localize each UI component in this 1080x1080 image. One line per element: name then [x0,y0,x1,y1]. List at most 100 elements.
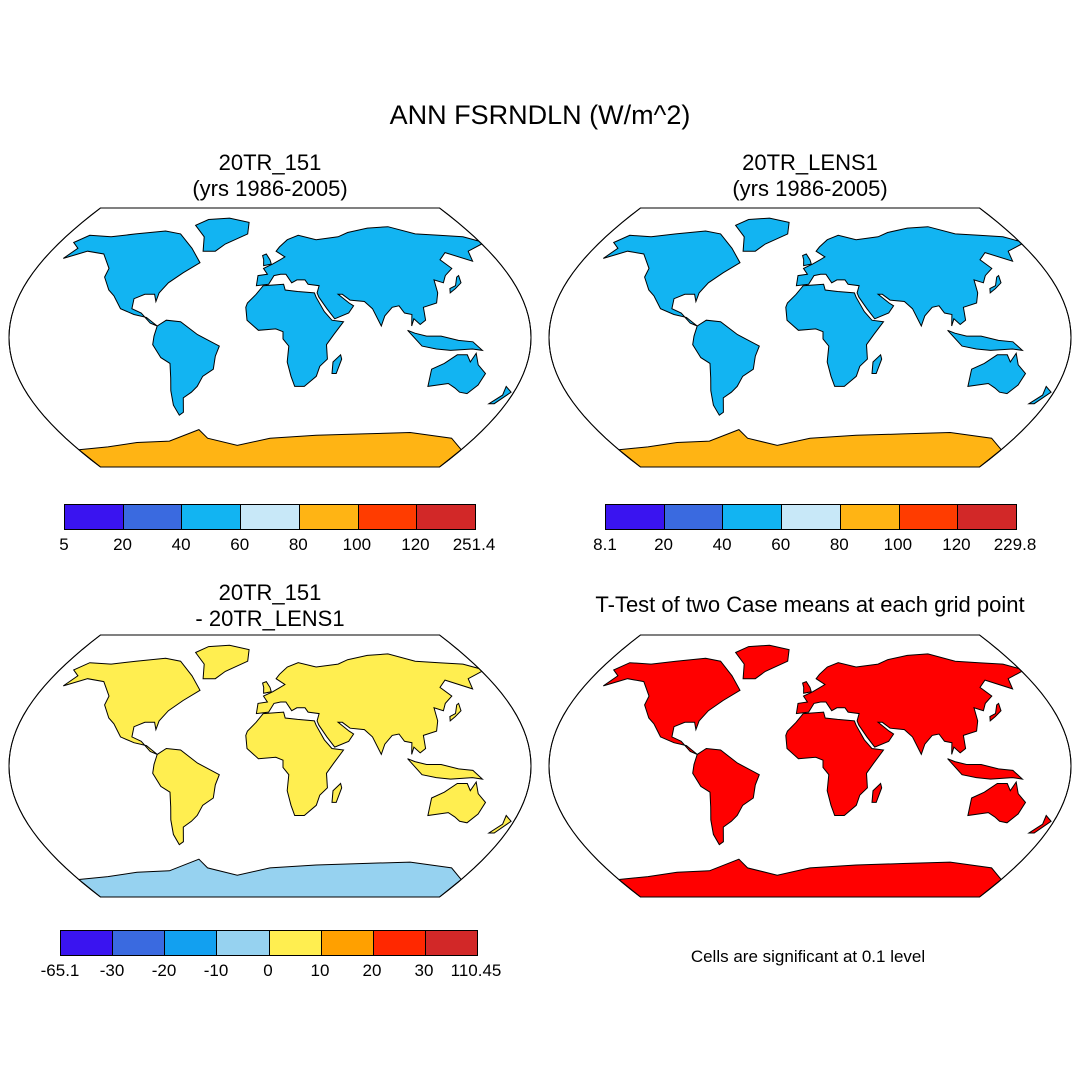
colorbar-label: 120 [942,535,971,554]
landmass-uk [802,680,812,694]
panel-title-case2: 20TR_LENS1 (yrs 1986-2005) [640,150,980,202]
map-frame [8,634,532,898]
colorbar-swatch [299,505,359,529]
colorbar-label: 60 [230,535,250,554]
landmass-indonesia [947,329,1024,352]
landmass-africa [245,283,345,387]
map-frame [548,634,1072,898]
landmass-japan [449,274,462,294]
colorbar-swatch [606,505,665,529]
colorbar-swatch [123,505,183,529]
landmass-greenland [734,217,790,252]
colorbar-swatch [65,505,124,529]
colorbar-case2 [605,504,1017,530]
colorbar-label: 8.1 [593,535,617,554]
colorbar-swatch [182,505,242,529]
colorbar-label: 40 [712,535,732,554]
map-ttest [548,634,1072,898]
landmass-uk [802,253,812,267]
colorbar-label: -10 [203,961,229,980]
colorbar-label: -30 [99,961,125,980]
landmass-australia [967,780,1027,824]
landmass-uk [262,680,272,694]
colorbar-swatch [664,505,724,529]
colorbar-label: 100 [342,535,372,554]
colorbar-swatch [373,931,426,955]
colorbar-swatch [723,505,783,529]
colorbar-swatch [840,505,900,529]
landmass-greenland [194,217,250,252]
colorbar-swatch [61,931,114,955]
colorbar-label: -20 [151,961,177,980]
landmass-madagascar [871,782,883,803]
landmass-southAmerica [152,319,220,416]
panel-title-case1: 20TR_151 (yrs 1986-2005) [100,150,440,202]
colorbar-label: 20 [362,961,382,980]
landmass-japan [449,702,462,722]
map-frame [8,207,532,468]
colorbar-swatch [899,505,959,529]
significance-note: Cells are significant at 0.1 level [690,947,926,966]
landmass-australia [427,780,487,824]
landmass-northAmerica [603,230,741,327]
colorbar-label: 20 [113,535,133,554]
landmass-japan [989,274,1002,294]
landmass-africa [785,711,885,816]
colorbar-swatch [417,505,476,529]
colorbar-label: 110.45 [450,961,502,980]
colorbar-label: 80 [829,535,849,554]
colorbar-swatch [321,931,374,955]
landmass-australia [427,351,487,395]
colorbar-label: 80 [288,535,308,554]
map-case2 [548,207,1072,468]
landmass-madagascar [331,353,343,374]
panel-title-case1-line2: (yrs 1986-2005) [192,176,348,201]
landmass-australia [967,351,1027,395]
colorbar-label: 30 [414,961,434,980]
landmass-newzealand [1027,385,1052,405]
landmass-eurasia [795,653,1023,756]
colorbar-swatch [217,931,270,955]
landmass-eurasia [255,226,483,328]
landmass-newzealand [487,814,512,834]
panel-title-case2-line1: 20TR_LENS1 [742,150,878,175]
landmass-japan [989,702,1002,722]
colorbar-swatch [269,931,322,955]
landmass-madagascar [331,782,343,803]
colorbar-label: 5 [59,535,69,554]
landmass-greenland [734,644,790,680]
landmass-africa [785,283,885,387]
colorbar-label: 120 [401,535,430,554]
panel-title-ttest: T-Test of two Case means at each grid po… [540,592,1080,618]
landmass-indonesia [947,758,1024,780]
landmass-northAmerica [603,657,741,755]
panel-title-diff: 20TR_151 - 20TR_LENS1 [100,580,440,632]
colorbar-label: 251.4 [452,535,496,554]
colorbar-swatch [358,505,418,529]
colorbar-label: 0 [263,961,273,980]
landmass-southAmerica [152,747,220,846]
colorbar-swatch [958,505,1017,529]
colorbar-label: 60 [771,535,791,554]
panel-title-case2-line2: (yrs 1986-2005) [732,176,888,201]
landmass-northAmerica [63,657,201,755]
landmass-southAmerica [692,747,760,846]
landmass-indonesia [407,758,484,780]
colorbar-swatch [425,931,477,955]
colorbar-swatch [241,505,300,529]
landmass-eurasia [255,653,483,756]
colorbar-label: 10 [310,961,330,980]
panel-title-diff-line1: 20TR_151 [218,580,322,605]
colorbar-swatch [165,931,218,955]
colorbar-label: -65.1 [40,961,80,980]
landmass-southAmerica [692,319,760,416]
map-case1 [8,207,532,468]
main-title: ANN FSRNDLN (W/m^2) [389,100,691,130]
landmass-indonesia [407,329,484,352]
landmass-greenland [194,644,250,680]
landmass-newzealand [487,385,512,405]
colorbar-swatch [782,505,841,529]
colorbar-label: 100 [883,535,913,554]
landmass-uk [262,253,272,267]
landmass-madagascar [871,353,883,374]
